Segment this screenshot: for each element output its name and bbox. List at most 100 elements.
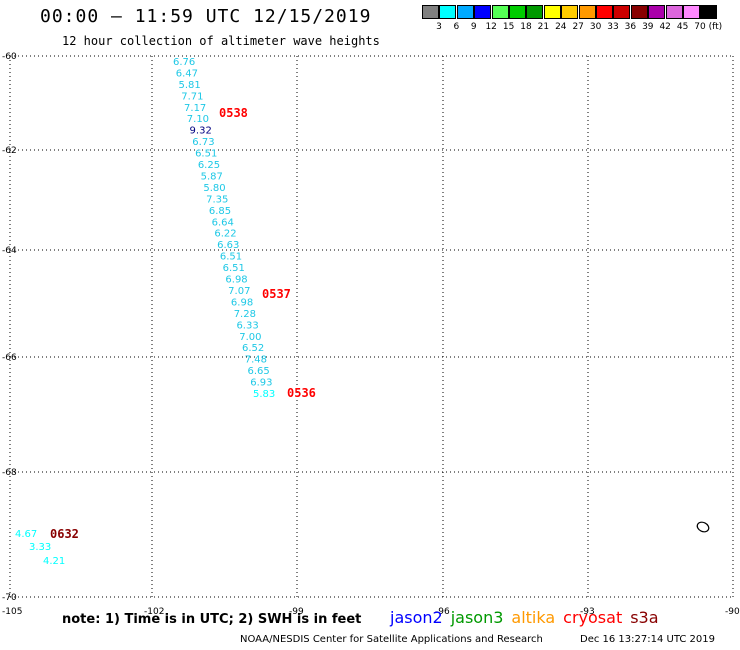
island-outline xyxy=(696,521,710,533)
wave-height-value: 6.98 xyxy=(231,297,253,308)
legend-label: 15 xyxy=(502,22,515,32)
legend-swatch xyxy=(491,5,509,19)
wave-height-value: 5.80 xyxy=(203,183,225,194)
wave-height-value: 6.98 xyxy=(225,275,247,286)
wave-height-value: 7.17 xyxy=(184,103,206,114)
legend-label: 27 xyxy=(572,22,584,32)
legend-swatch xyxy=(474,5,492,19)
wave-height-value: 5.81 xyxy=(179,80,201,91)
legend-swatch xyxy=(630,5,648,19)
pass-time-label: 0536 xyxy=(287,386,316,400)
altimeter-track: 6.766.475.817.717.177.109.326.736.516.25… xyxy=(173,57,275,400)
legend-swatch xyxy=(665,5,683,19)
wave-height-value: 7.71 xyxy=(181,91,203,102)
legend-swatch xyxy=(439,5,457,19)
wave-height-value: 5.87 xyxy=(201,171,223,182)
lat-label: -62 xyxy=(2,146,17,156)
wave-height-value: 4.21 xyxy=(43,556,65,567)
lon-label: -90 xyxy=(725,607,740,617)
wave-height-value: 6.65 xyxy=(247,366,269,377)
legend-unit: (ft) xyxy=(708,22,723,32)
wave-height-value: 9.32 xyxy=(190,126,212,137)
wave-height-value: 6.63 xyxy=(217,240,239,251)
wave-height-value: 7.07 xyxy=(228,286,250,297)
wave-height-value: 6.25 xyxy=(198,160,220,171)
wave-height-value: 6.76 xyxy=(173,57,195,68)
legend-swatch xyxy=(456,5,474,19)
legend-label: 18 xyxy=(520,22,532,32)
wave-height-value: 6.52 xyxy=(242,343,264,354)
pass-time-labels: 0538 0537 0536 0632 xyxy=(50,106,316,541)
legend-label: 33 xyxy=(607,22,619,32)
note-text: note: 1) Time is in UTC; 2) SWH is in fe… xyxy=(62,612,362,627)
lon-label: -105 xyxy=(2,607,22,617)
wave-height-value: 7.00 xyxy=(239,332,261,343)
legend-swatch xyxy=(509,5,526,19)
legend-label: 70 xyxy=(694,22,706,32)
pass-time-label: 0632 xyxy=(50,527,79,541)
altimeter-track-secondary: 4.67 3.33 4.21 xyxy=(15,529,65,567)
axis-labels: -60 -62 -64 -66 -68 -70 -105 -102 -99 -96 -93 -90 xyxy=(2,52,740,617)
legend-label: 21 xyxy=(537,22,550,32)
legend-swatch xyxy=(613,5,631,19)
satellite-altika: altika xyxy=(511,608,556,627)
satellite-jason2: jason2 xyxy=(390,608,443,627)
pass-time-label: 0538 xyxy=(219,106,248,120)
map-title: 00:00 – 11:59 UTC 12/15/2019 xyxy=(40,6,372,27)
wave-height-value: 6.73 xyxy=(192,137,214,148)
legend-label: 39 xyxy=(642,22,654,32)
legend-swatch xyxy=(422,5,439,19)
satellite-jason3: jason3 xyxy=(450,608,504,627)
legend-label: 42 xyxy=(659,22,671,32)
wave-height-value: 6.85 xyxy=(209,206,231,217)
lat-label: -70 xyxy=(2,593,17,603)
legend-swatch xyxy=(648,5,666,19)
legend-label: 9 xyxy=(470,22,477,32)
wave-height-value: 6.33 xyxy=(236,320,258,331)
legend-label: 36 xyxy=(624,22,637,32)
legend-swatch xyxy=(561,5,579,19)
satellite-legend: jason2 jason3 altika cryosat s3a xyxy=(390,608,667,627)
lon-label: -93 xyxy=(580,607,595,617)
wave-height-value: 6.47 xyxy=(176,68,198,79)
wave-height-value: 6.51 xyxy=(220,252,242,263)
wave-height-value: 7.35 xyxy=(206,194,228,205)
legend-label: 12 xyxy=(485,22,497,32)
wave-height-value: 6.51 xyxy=(223,263,245,274)
lon-label: -102 xyxy=(144,607,164,617)
legend-swatch xyxy=(543,5,561,19)
map-subtitle: 12 hour collection of altimeter wave hei… xyxy=(62,34,380,48)
lon-label: -99 xyxy=(289,607,304,617)
lat-label: -60 xyxy=(2,52,17,62)
legend-label: 30 xyxy=(589,22,602,32)
legend-swatch xyxy=(578,5,596,19)
wave-height-value: 6.93 xyxy=(250,378,272,389)
wave-height-value: 6.22 xyxy=(214,229,236,240)
legend-label: 45 xyxy=(676,22,689,32)
legend-swatch xyxy=(596,5,613,19)
legend-label: 24 xyxy=(555,22,567,32)
lat-label: -68 xyxy=(2,468,17,478)
wave-height-value: 5.83 xyxy=(253,389,275,400)
satellite-cryosat: cryosat xyxy=(563,608,623,627)
credit-text: NOAA/NESDIS Center for Satellite Applica… xyxy=(240,634,543,645)
wave-height-value: 6.64 xyxy=(212,217,234,228)
wave-height-value: 6.51 xyxy=(195,149,217,160)
lat-label: -66 xyxy=(2,353,17,363)
wave-height-value: 7.10 xyxy=(187,114,209,125)
lat-label: -64 xyxy=(2,246,17,256)
wave-height-value: 7.48 xyxy=(245,355,267,366)
satellite-s3a: s3a xyxy=(630,608,659,627)
legend-swatch xyxy=(700,5,718,19)
legend-label: 3 xyxy=(436,22,442,32)
legend-swatch xyxy=(526,5,544,19)
lon-label: -96 xyxy=(435,607,450,617)
wave-height-value: 3.33 xyxy=(29,542,51,553)
pass-time-label: 0537 xyxy=(262,287,291,301)
wave-height-value: 7.28 xyxy=(234,309,256,320)
legend-swatch xyxy=(683,5,700,19)
lat-lon-grid xyxy=(9,55,734,600)
legend-label: 6 xyxy=(453,22,460,32)
generated-timestamp: Dec 16 13:27:14 UTC 2019 xyxy=(580,634,715,645)
